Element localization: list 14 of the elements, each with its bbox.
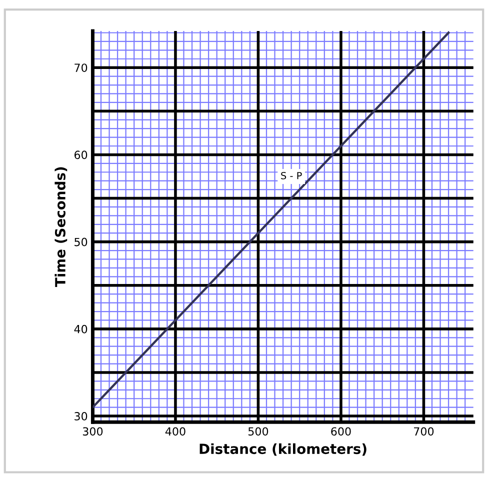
x-tick-label: 400 [165,427,186,436]
x-tick-label: 700 [414,427,434,436]
x-tick-label: 500 [248,427,268,436]
y-tick-label: 60 [74,150,88,160]
x-tick-label: 300 [82,427,103,436]
y-tick-label: 70 [74,64,88,72]
x-axis-title: Distance (kilometers) [200,443,366,456]
x-tick-label: 600 [331,427,351,436]
y-tick-label: 30 [74,412,88,420]
annotation: S - P [281,172,302,180]
line-series [92,32,450,408]
y-tick-label: 40 [74,324,88,334]
y-tick-label: 50 [74,238,88,246]
y-axis-title: Time (Seconds) [54,167,68,287]
